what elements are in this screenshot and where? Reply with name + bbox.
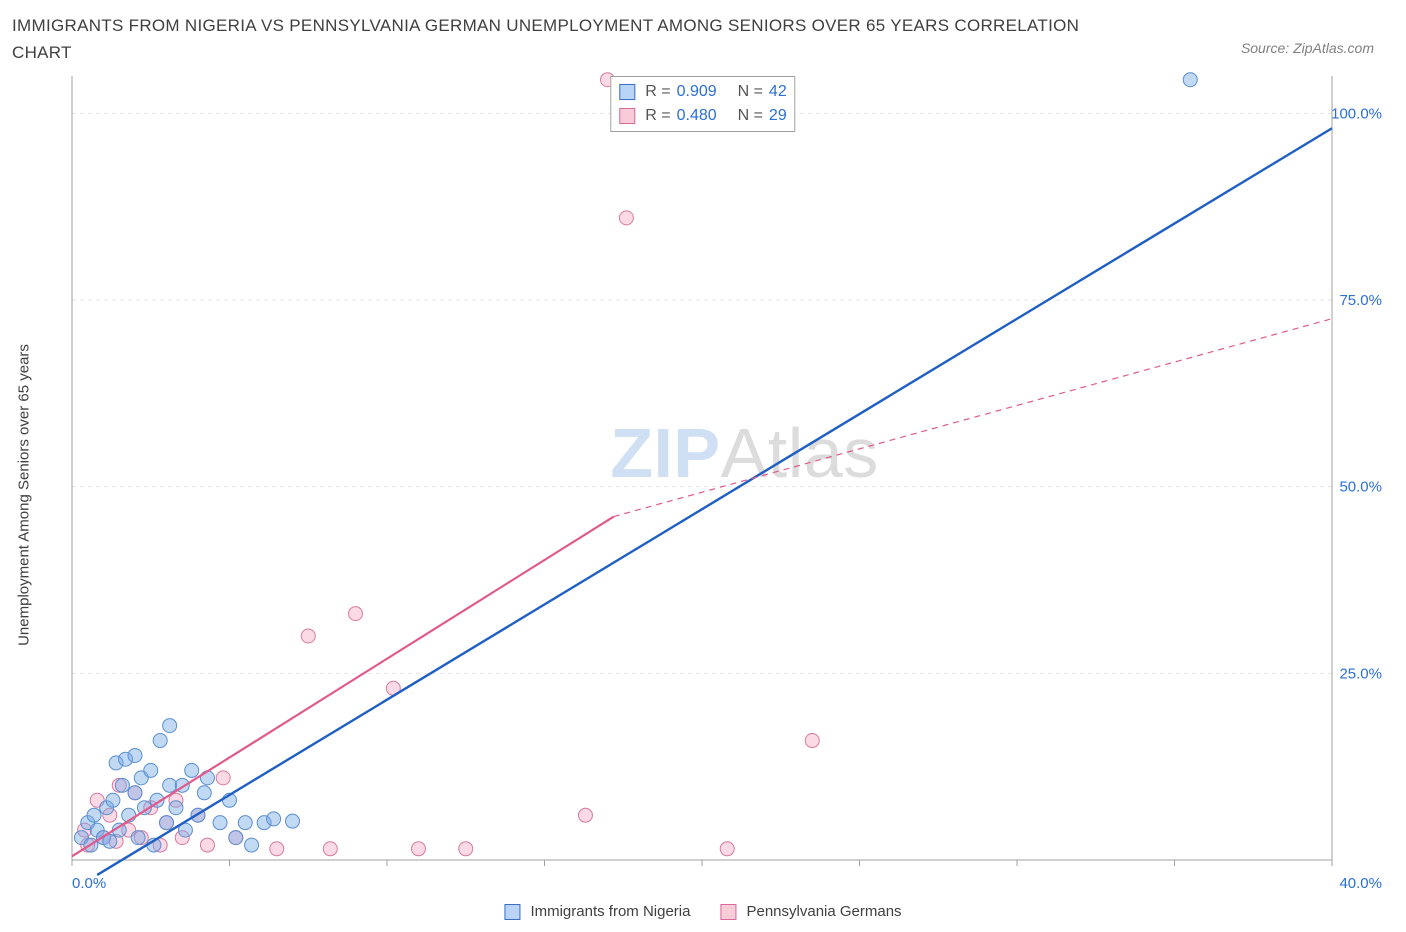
bottom-legend: Immigrants from Nigeria Pennsylvania Ger… (504, 903, 901, 920)
chart-area: Unemployment Among Seniors over 65 years… (12, 70, 1394, 920)
scatter-plot: 25.0% 50.0% 75.0% 100.0% 0.0% 40.0% (62, 70, 1392, 920)
svg-text:40.0%: 40.0% (1339, 875, 1382, 892)
svg-text:75.0%: 75.0% (1339, 292, 1382, 309)
svg-text:25.0%: 25.0% (1339, 666, 1382, 683)
stats-row-series1: R = 0.909 N = 42 (619, 80, 786, 104)
legend-label: Immigrants from Nigeria (530, 903, 690, 920)
y-axis-label: Unemployment Among Seniors over 65 years (16, 344, 33, 646)
svg-text:100.0%: 100.0% (1331, 106, 1382, 123)
swatch-blue-icon (619, 84, 635, 100)
source-label: Source: ZipAtlas.com (1241, 40, 1394, 66)
swatch-pink-icon (619, 108, 635, 124)
chart-title: IMMIGRANTS FROM NIGERIA VS PENNSYLVANIA … (12, 12, 1112, 66)
svg-text:50.0%: 50.0% (1339, 479, 1382, 496)
stats-legend-box: R = 0.909 N = 42 R = 0.480 N = 29 (610, 76, 795, 132)
swatch-blue-icon (504, 904, 520, 920)
stats-row-series2: R = 0.480 N = 29 (619, 104, 786, 128)
legend-item-series1: Immigrants from Nigeria (504, 903, 690, 920)
legend-label: Pennsylvania Germans (746, 903, 901, 920)
swatch-pink-icon (720, 904, 736, 920)
svg-text:0.0%: 0.0% (72, 875, 106, 892)
legend-item-series2: Pennsylvania Germans (720, 903, 901, 920)
